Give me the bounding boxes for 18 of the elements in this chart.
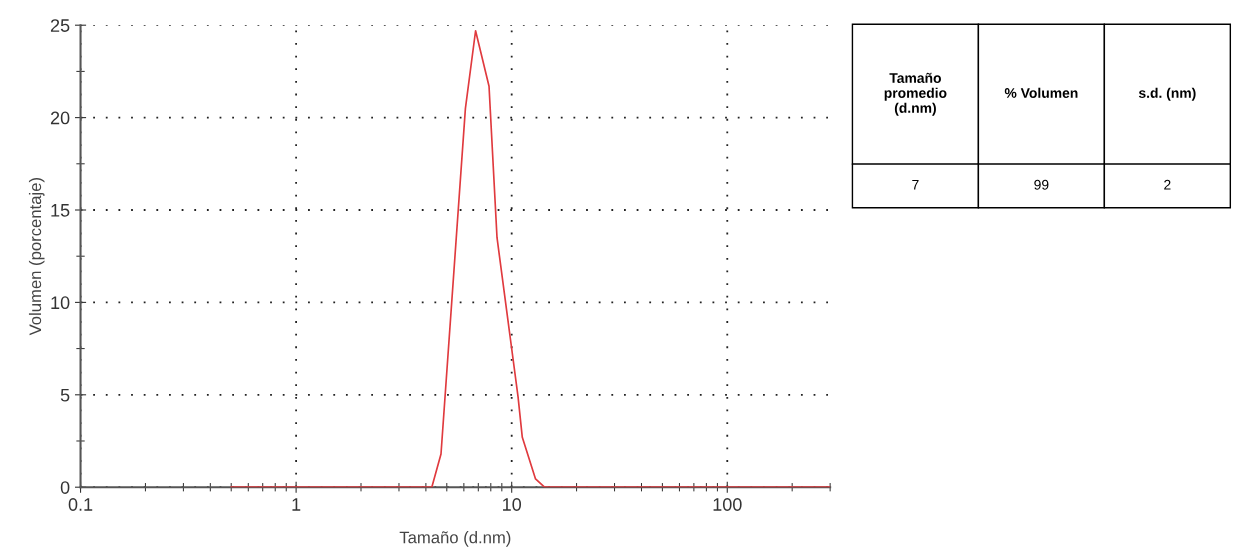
text: 2 [1164,179,1171,190]
y-tick-label: 10 [51,296,70,310]
x-tick-label: 100 [713,498,742,511]
y-tick-label: 25 [50,19,70,32]
text: 99 [1034,179,1049,190]
y-tick-label: 15 [51,204,70,217]
x-tick-label: 10 [503,498,522,511]
y-tick-label: 20 [50,111,70,125]
text: Tamaño promedio (d.nm) [884,72,947,116]
x-tick-label: 0.1 [68,498,93,511]
x-tick-label: 1 [292,498,301,511]
x-axis-title: Tamaño (d.nm) [399,531,511,547]
y-axis-title: Volumen (porcentaje) [28,178,45,336]
y-tick-label: 0 [60,481,70,494]
text: % Volumen [1004,87,1078,98]
text: s.d. (nm) [1138,87,1196,101]
text: 7 [912,179,919,190]
y-tick-label: 5 [60,388,70,402]
